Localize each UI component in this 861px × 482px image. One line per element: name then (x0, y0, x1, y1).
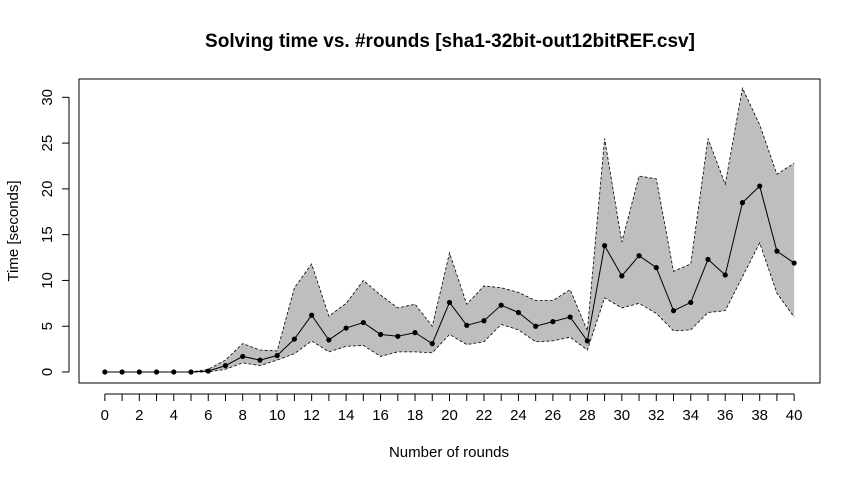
data-point (567, 314, 573, 320)
data-point (653, 265, 659, 271)
data-point (498, 302, 504, 308)
x-tick-label: 40 (786, 407, 803, 424)
data-point (774, 248, 780, 254)
data-point (446, 299, 453, 306)
data-point (171, 369, 177, 375)
data-point (188, 369, 194, 375)
y-axis-label: Time [seconds] (5, 180, 22, 281)
data-point (515, 309, 522, 316)
x-tick-label: 22 (476, 407, 493, 424)
data-point (533, 323, 539, 329)
data-point (464, 322, 470, 328)
data-point (429, 341, 435, 347)
data-point (360, 319, 366, 326)
x-axis: 0 2 4 6 8 10 12 14 16 18 20 22 24 26 28 30 32 34 36 38 40 (101, 393, 803, 424)
x-axis-label: Number of rounds (389, 444, 509, 461)
x-tick-label: 32 (648, 407, 665, 424)
data-point (136, 369, 142, 375)
data-point (309, 312, 315, 318)
x-tick-label: 12 (303, 407, 320, 424)
lower-bound-line (104, 241, 795, 373)
x-tick-label: 10 (269, 407, 286, 424)
y-axis: 0 5 10 15 20 25 30 (39, 89, 70, 376)
data-point (326, 337, 332, 343)
y-tick-label: 25 (39, 135, 56, 152)
data-point (102, 369, 108, 375)
x-tick-label: 2 (135, 407, 143, 424)
data-point (670, 308, 677, 314)
x-tick-label: 14 (338, 407, 355, 424)
data-point (291, 336, 298, 342)
data-point (688, 299, 694, 306)
data-point (601, 243, 608, 249)
data-point (619, 273, 625, 279)
data-point (240, 353, 246, 360)
data-point (205, 368, 211, 374)
data-point (739, 200, 746, 206)
data-point (153, 369, 160, 375)
data-point (119, 369, 125, 375)
y-tick-label: 5 (39, 322, 56, 330)
data-point (791, 260, 797, 266)
band-edges (104, 86, 795, 373)
data-point (377, 331, 384, 338)
y-tick-label: 10 (39, 272, 56, 289)
x-tick-label: 26 (545, 407, 562, 424)
band-area (104, 88, 795, 373)
data-point (481, 318, 487, 324)
x-tick-label: 34 (682, 407, 699, 424)
chart-title: Solving time vs. #rounds [sha1-32bit-out… (205, 31, 695, 52)
x-tick-label: 0 (101, 407, 109, 424)
data-point (757, 183, 763, 189)
x-tick-label: 36 (717, 407, 734, 424)
data-point (257, 357, 263, 363)
confidence-band (104, 88, 795, 373)
data-point (343, 325, 349, 331)
data-point (412, 330, 418, 336)
data-point (636, 253, 642, 259)
data-point (584, 338, 590, 344)
y-tick-label: 30 (39, 89, 56, 106)
plot-border (78, 78, 821, 384)
data-point (274, 352, 280, 359)
x-tick-label: 30 (613, 407, 630, 424)
y-tick-label: 20 (39, 181, 56, 198)
x-tick-label: 6 (204, 407, 212, 424)
data-point (722, 272, 728, 278)
y-tick-label: 15 (39, 226, 56, 243)
x-tick-label: 24 (510, 407, 527, 424)
data-point (222, 363, 229, 369)
data-point (550, 319, 556, 325)
data-point (705, 256, 711, 262)
x-tick-label: 18 (407, 407, 424, 424)
x-tick-label: 4 (170, 407, 178, 424)
mean-points (102, 183, 797, 375)
upper-bound-line (104, 86, 795, 373)
x-tick-label: 8 (239, 407, 247, 424)
x-tick-label: 28 (579, 407, 596, 424)
x-tick-label: 16 (372, 407, 389, 424)
y-tick-label: 0 (39, 368, 56, 376)
x-tick-label: 38 (751, 407, 768, 424)
data-point (395, 333, 401, 339)
x-tick-label: 20 (441, 407, 458, 424)
